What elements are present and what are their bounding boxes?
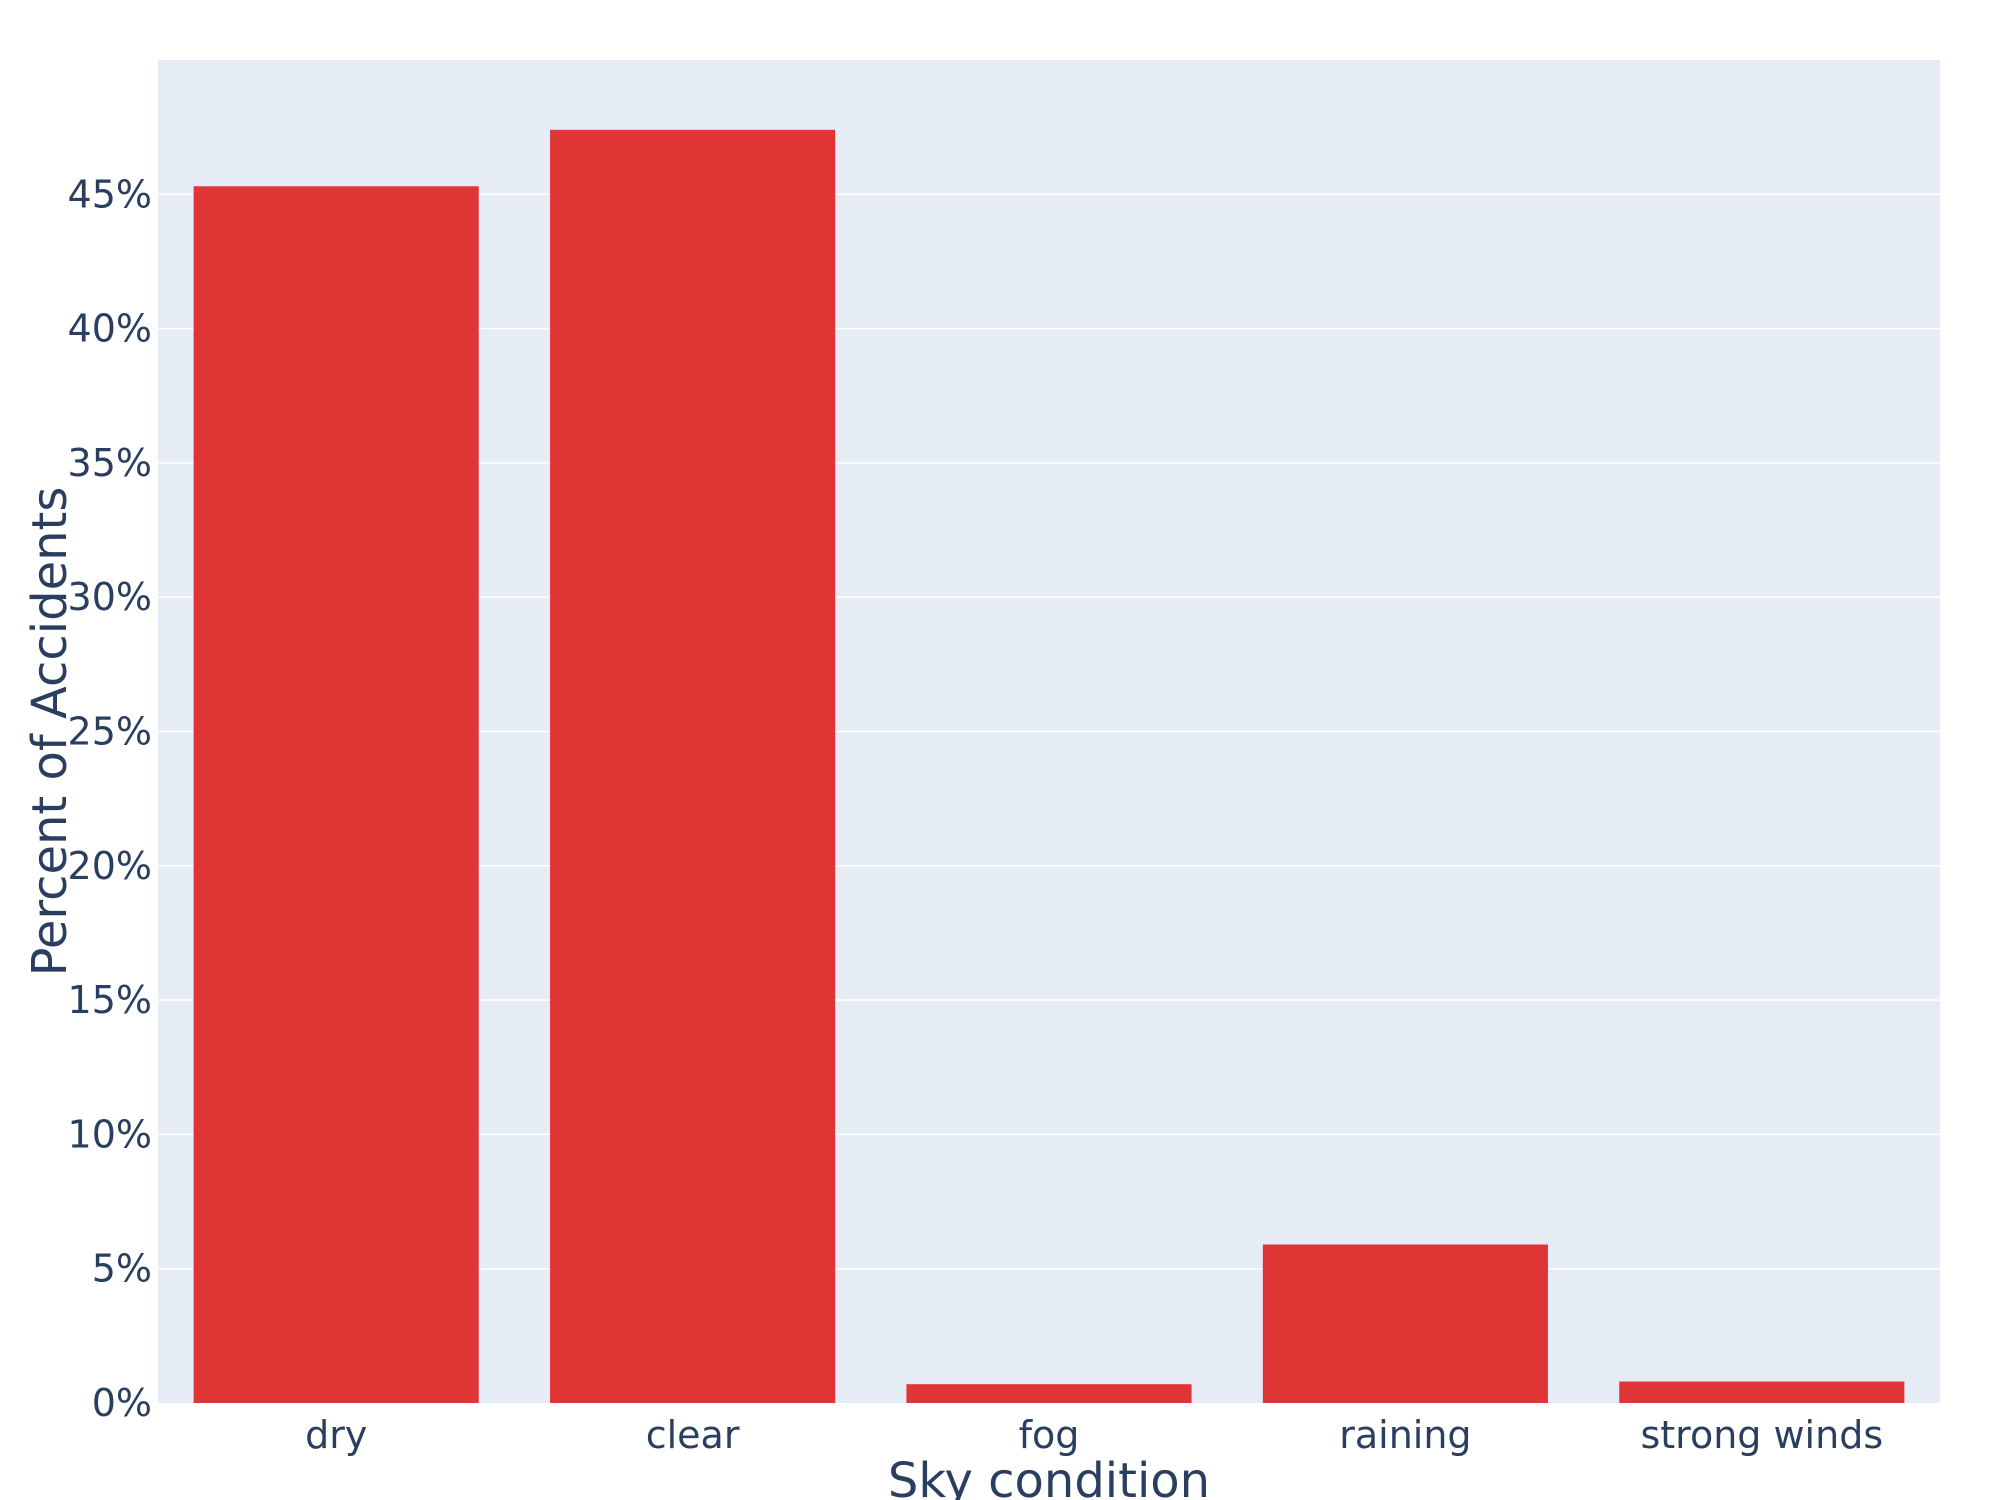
- x-axis-ticks: dry clear fog raining strong winds: [305, 1413, 1883, 1457]
- x-tick-label: fog: [1019, 1413, 1080, 1457]
- y-tick-label: 0%: [92, 1381, 152, 1425]
- bar-dry[interactable]: [193, 186, 479, 1404]
- y-tick-label: 25%: [68, 710, 152, 754]
- bar-strong-winds[interactable]: [1619, 1381, 1905, 1403]
- y-tick-label: 30%: [68, 575, 152, 619]
- x-tick-label: strong winds: [1640, 1413, 1883, 1457]
- x-tick-label: clear: [646, 1413, 740, 1457]
- bar-fog[interactable]: [906, 1384, 1192, 1403]
- y-tick-label: 45%: [68, 172, 152, 216]
- y-axis-title: Percent of Accidents: [22, 487, 78, 977]
- x-tick-label: dry: [305, 1413, 367, 1457]
- y-tick-label: 5%: [92, 1247, 152, 1291]
- bar-clear[interactable]: [550, 129, 836, 1404]
- y-tick-label: 15%: [68, 978, 152, 1022]
- y-tick-label: 10%: [68, 1112, 152, 1156]
- bars: [193, 129, 1905, 1404]
- bar-raining[interactable]: [1262, 1244, 1548, 1403]
- y-tick-label: 35%: [68, 441, 152, 485]
- y-axis-ticks: 0% 5% 10% 15% 20% 25% 30% 35% 40% 45%: [68, 172, 152, 1425]
- y-tick-label: 20%: [68, 844, 152, 888]
- x-tick-label: raining: [1339, 1413, 1471, 1457]
- y-tick-label: 40%: [68, 307, 152, 351]
- x-axis-title: Sky condition: [888, 1453, 1210, 1500]
